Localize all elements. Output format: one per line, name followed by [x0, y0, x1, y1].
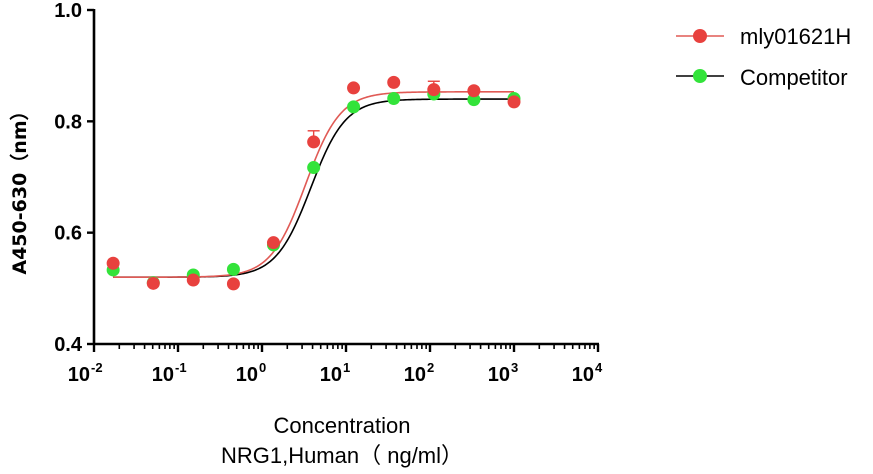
- y-tick-label: 0.6: [54, 223, 82, 245]
- data-point-competitor: [226, 262, 240, 276]
- data-point-mly01621h: [427, 83, 441, 97]
- x-tick-label-base: 10: [404, 364, 426, 386]
- data-point-competitor: [347, 100, 361, 114]
- data-point-mly01621h: [467, 84, 481, 98]
- data-point-mly01621h: [186, 273, 200, 287]
- legend-label-competitor: Competitor: [740, 65, 848, 90]
- data-point-competitor: [307, 161, 321, 175]
- legend-marker-competitor: [693, 69, 707, 83]
- data-point-mly01621h: [347, 81, 361, 95]
- x-tick-label-base: 10: [320, 364, 342, 386]
- data-point-competitor: [467, 93, 481, 107]
- data-point-mly01621h: [266, 236, 280, 250]
- data-point-mly01621h: [307, 135, 321, 149]
- x-tick-label-exponent: -2: [91, 360, 103, 375]
- legend: mly01621H Competitor: [676, 24, 851, 90]
- x-tick-label-base: 10: [68, 364, 90, 386]
- x-tick-label-exponent: 1: [343, 360, 350, 375]
- x-tick-label-exponent: 2: [427, 360, 434, 375]
- y-tick-label: 0.8: [54, 111, 82, 133]
- y-axis-title: A450-630（nm）: [8, 101, 31, 274]
- data-point-mly01621h: [387, 75, 401, 89]
- x-tick-label-base: 10: [152, 364, 174, 386]
- y-tick-label: 1.0: [54, 0, 82, 22]
- y-tick-label: 0.4: [54, 334, 83, 356]
- legend-marker-mly01621H: [693, 29, 707, 43]
- x-axis-title-line2: NRG1,Human（ ng/ml）: [221, 443, 463, 468]
- data-point-competitor: [387, 92, 401, 106]
- x-tick-label-base: 10: [236, 364, 258, 386]
- data-point-mly01621h: [146, 276, 160, 290]
- data-point-mly01621h: [226, 277, 240, 291]
- data-point-mly01621h: [106, 256, 120, 270]
- fit-curve-mly01621h: [113, 91, 514, 278]
- x-tick-label-exponent: 3: [511, 360, 518, 375]
- x-tick-label-exponent: -1: [175, 360, 187, 375]
- x-tick-label-base: 10: [572, 364, 594, 386]
- legend-label-mly01621H: mly01621H: [740, 24, 851, 49]
- fit-curve-competitor: [113, 98, 514, 278]
- x-tick-label-base: 10: [488, 364, 510, 386]
- axes: [92, 9, 599, 346]
- x-tick-label-exponent: 4: [595, 360, 603, 375]
- x-axis-title-line1: Concentration: [274, 413, 411, 438]
- x-tick-label-exponent: 0: [259, 360, 266, 375]
- data-point-mly01621h: [507, 95, 521, 109]
